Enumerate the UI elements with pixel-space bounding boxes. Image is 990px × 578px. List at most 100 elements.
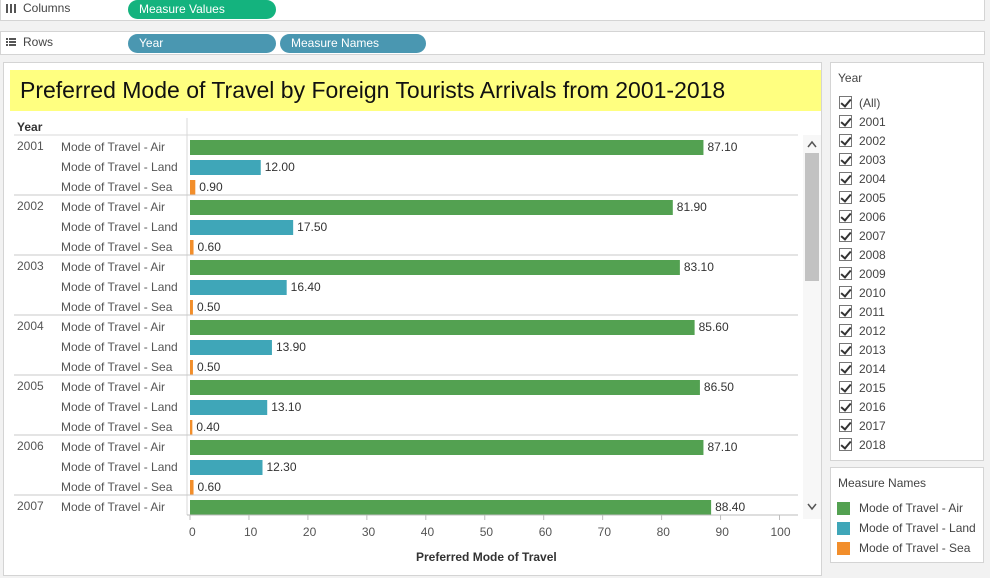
year-filter-item[interactable]: 2004 (831, 169, 983, 188)
year-filter-label: (All) (859, 95, 881, 110)
checkbox[interactable] (839, 191, 852, 204)
bar-land (190, 460, 263, 475)
checkbox[interactable] (839, 438, 852, 451)
checkbox[interactable] (839, 419, 852, 432)
year-filter-label: 2016 (859, 399, 886, 414)
measure-name-label: Mode of Travel - Land (61, 280, 178, 294)
bar-air (190, 260, 680, 275)
year-filter-item[interactable]: 2016 (831, 397, 983, 416)
year-label: 2002 (17, 199, 44, 213)
data-label: 81.90 (677, 200, 707, 214)
legend-item[interactable]: Mode of Travel - Air (831, 498, 983, 518)
year-filter-label: 2011 (859, 304, 885, 319)
columns-icon (5, 2, 17, 14)
year-filter-item[interactable]: 2005 (831, 188, 983, 207)
year-pill[interactable]: Year (128, 34, 276, 53)
data-label: 13.10 (271, 400, 301, 414)
measure-name-label: Mode of Travel - Sea (61, 300, 173, 314)
rows-icon (5, 36, 17, 48)
x-tick-label: 40 (421, 525, 435, 539)
data-label: 0.60 (198, 240, 222, 254)
checkbox[interactable] (839, 229, 852, 242)
year-filter-item[interactable]: 2009 (831, 264, 983, 283)
year-filter-label: 2008 (859, 247, 886, 262)
legend-item[interactable]: Mode of Travel - Land (831, 518, 983, 538)
scrollbar-thumb[interactable] (805, 153, 819, 281)
columns-label: Columns (23, 1, 71, 15)
legend-item[interactable]: Mode of Travel - Sea (831, 538, 983, 558)
year-filter-item[interactable]: 2011 (831, 302, 983, 321)
checkbox[interactable] (839, 210, 852, 223)
year-filter-item[interactable]: 2014 (831, 359, 983, 378)
data-label: 13.90 (276, 340, 306, 354)
year-filter-label: 2007 (859, 228, 886, 243)
measure-name-label: Mode of Travel - Land (61, 160, 178, 174)
measure-name-label: Mode of Travel - Air (61, 140, 165, 154)
checkbox[interactable] (839, 172, 852, 185)
year-filter-item[interactable]: 2018 (831, 435, 983, 454)
checkbox[interactable] (839, 134, 852, 147)
data-label: 83.10 (684, 260, 714, 274)
checkbox[interactable] (839, 362, 852, 375)
year-filter-item[interactable]: 2001 (831, 112, 983, 131)
year-filter-label: 2013 (859, 342, 886, 357)
bar-air (190, 500, 712, 515)
data-label: 16.40 (291, 280, 321, 294)
checkbox[interactable] (839, 381, 852, 394)
year-filter-item[interactable]: 2003 (831, 150, 983, 169)
data-label: 87.10 (707, 440, 737, 454)
measure-name-label: Mode of Travel - Land (61, 220, 178, 234)
scroll-down-icon[interactable] (807, 503, 817, 511)
year-filter-label: 2012 (859, 323, 886, 338)
bar-sea (190, 420, 193, 435)
data-label: 12.00 (265, 160, 295, 174)
measure-names-pill[interactable]: Measure Names (280, 34, 426, 53)
checkbox[interactable] (839, 286, 852, 299)
measure-name-label: Mode of Travel - Land (61, 400, 178, 414)
scroll-up-icon[interactable] (807, 140, 817, 148)
checkbox[interactable] (839, 343, 852, 356)
measure-names-legend: Measure Names Mode of Travel - Air Mode o… (830, 467, 984, 563)
year-filter-item[interactable]: 2002 (831, 131, 983, 150)
checkbox[interactable] (839, 305, 852, 318)
data-label: 86.50 (704, 380, 734, 394)
checkbox[interactable] (839, 153, 852, 166)
measure-values-pill[interactable]: Measure Values (128, 0, 276, 19)
year-filter-item[interactable]: 2008 (831, 245, 983, 264)
year-filter-item[interactable]: 2012 (831, 321, 983, 340)
year-filter-label: 2009 (859, 266, 886, 281)
bar-land (190, 340, 272, 355)
checkbox[interactable] (839, 400, 852, 413)
checkbox[interactable] (839, 96, 852, 109)
year-filter-label: 2015 (859, 380, 886, 395)
rows-shelf[interactable]: Rows Year Measure Names (0, 31, 985, 55)
year-filter-label: 2017 (859, 418, 886, 433)
year-filter-item[interactable]: 2013 (831, 340, 983, 359)
x-tick-label: 10 (244, 525, 258, 539)
year-filter-item[interactable]: 2017 (831, 416, 983, 435)
legend-label: Mode of Travel - Sea (859, 541, 971, 555)
bar-land (190, 280, 287, 295)
year-filter-item[interactable]: (All) (831, 93, 983, 112)
year-filter-item[interactable]: 2010 (831, 283, 983, 302)
year-filter-item[interactable]: 2015 (831, 378, 983, 397)
columns-shelf[interactable]: Columns Measure Values (0, 0, 985, 21)
year-filter-label: 2004 (859, 171, 886, 186)
year-filter-label: 2003 (859, 152, 886, 167)
year-filter-list: (All) 2001 2002 2003 2004 2005 2006 2007 2008 200… (831, 93, 983, 454)
year-filter-item[interactable]: 2006 (831, 207, 983, 226)
checkbox[interactable] (839, 324, 852, 337)
data-label: 12.30 (267, 460, 297, 474)
measure-name-label: Mode of Travel - Sea (61, 420, 173, 434)
bar-sea (190, 480, 194, 495)
checkbox[interactable] (839, 248, 852, 261)
measure-name-label: Mode of Travel - Sea (61, 360, 173, 374)
measure-name-label: Mode of Travel - Air (61, 500, 165, 514)
year-filter-label: 2005 (859, 190, 886, 205)
legend-swatch (837, 541, 850, 555)
year-filter-item[interactable]: 2007 (831, 226, 983, 245)
year-label: 2003 (17, 259, 44, 273)
checkbox[interactable] (839, 267, 852, 280)
checkbox[interactable] (839, 115, 852, 128)
data-label: 88.40 (715, 500, 745, 514)
